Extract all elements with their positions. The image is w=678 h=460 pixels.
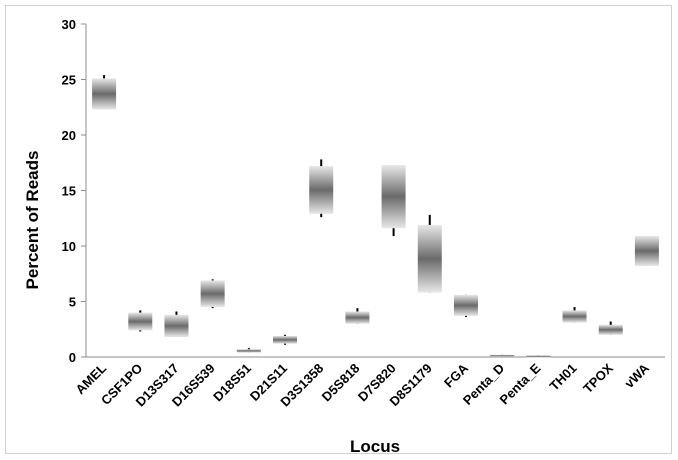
y-tick-label: 0 bbox=[69, 350, 76, 365]
x-tick-label: Penta_E bbox=[497, 360, 544, 407]
box bbox=[128, 312, 153, 331]
box bbox=[526, 355, 551, 358]
y-axis-title: Percent of Reads bbox=[23, 151, 42, 290]
box bbox=[236, 349, 261, 353]
boxes bbox=[92, 75, 659, 358]
box bbox=[164, 314, 189, 338]
box bbox=[417, 224, 442, 293]
box bbox=[309, 166, 334, 214]
y-tick-label: 20 bbox=[62, 128, 76, 143]
box bbox=[634, 236, 659, 266]
x-tick-label: vWA bbox=[622, 360, 653, 391]
x-tick-label: TH01 bbox=[547, 361, 580, 394]
box bbox=[92, 78, 117, 110]
x-tick-label: TPOX bbox=[580, 360, 616, 396]
x-tick-label: FGA bbox=[441, 360, 471, 390]
y-tick-label: 5 bbox=[69, 295, 76, 310]
y-tick-label: 10 bbox=[62, 239, 76, 254]
box bbox=[273, 335, 298, 344]
box bbox=[381, 164, 406, 229]
x-tick-labels: AMELCSF1POD13S317D16S539D18S51D21S11D3S1… bbox=[73, 360, 653, 409]
box bbox=[490, 354, 515, 357]
x-tick-label: D18S51 bbox=[210, 361, 254, 405]
x-tick-label: D5S818 bbox=[319, 361, 363, 405]
x-axis-title: Locus bbox=[350, 437, 400, 456]
y-tick-label: 15 bbox=[62, 184, 76, 199]
box bbox=[598, 324, 623, 335]
box bbox=[562, 310, 587, 323]
y-tick-label: 25 bbox=[62, 73, 76, 88]
box bbox=[345, 311, 370, 324]
box bbox=[453, 294, 478, 316]
y-tick-label: 30 bbox=[62, 17, 76, 32]
axes bbox=[81, 23, 665, 358]
y-tick-labels: 0 5 10 15 20 25 30 bbox=[62, 17, 76, 365]
box bbox=[200, 280, 225, 308]
chart-frame bbox=[5, 5, 672, 454]
